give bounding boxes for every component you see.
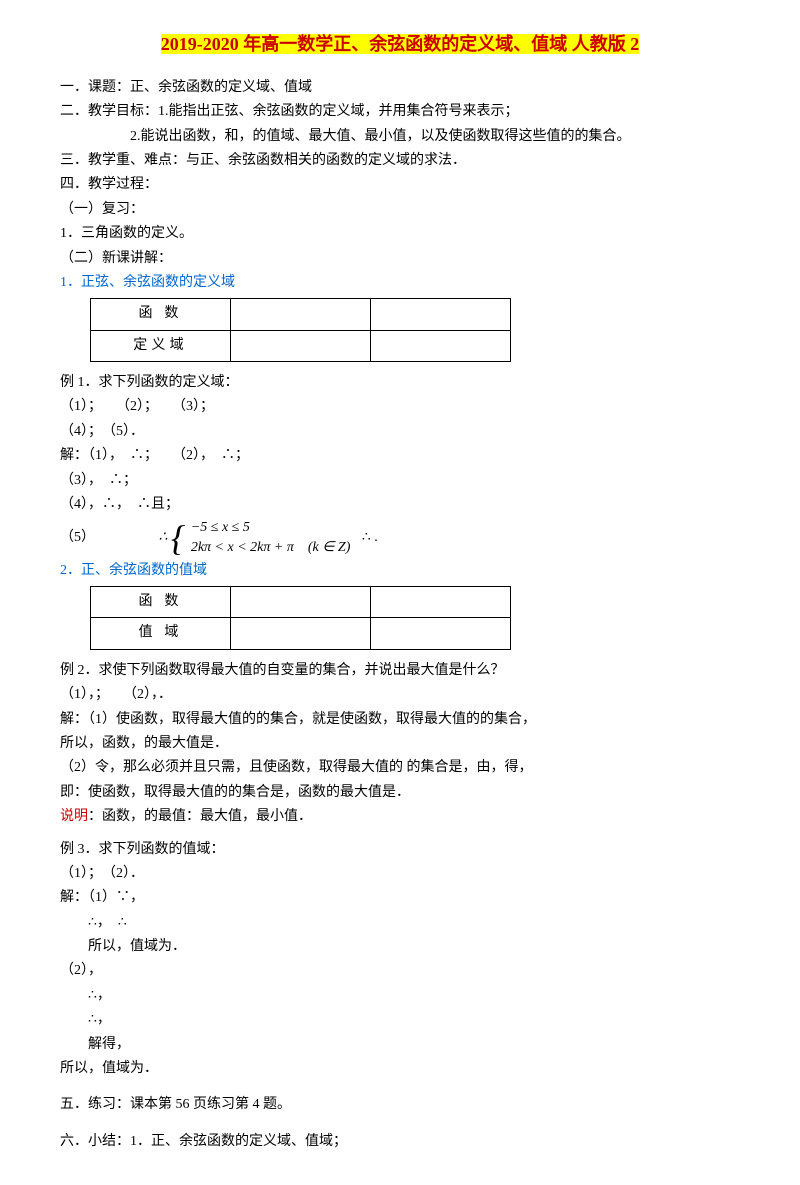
ex3-items: （1）； （2）． <box>60 863 740 885</box>
formula-line1: −5 ≤ x ≤ 5 <box>191 518 351 538</box>
section-4: 四．教学过程： <box>60 174 740 196</box>
table-cell <box>231 587 371 618</box>
table-cell <box>231 330 371 361</box>
heading-range: 2．正、余弦函数的值域 <box>60 560 740 582</box>
example-1: 例 1．求下列函数的定义域： <box>60 372 740 394</box>
note-label: 说明 <box>60 809 88 824</box>
page-title: 2019-2020 年高一数学正、余弦函数的定义域、值域 人教版 2 <box>60 30 740 59</box>
ex1-sol: 解：（1）， ∴； （2）， ∴； <box>60 445 740 467</box>
table-cell <box>371 618 511 649</box>
ex3-sol: 解得， <box>88 1034 740 1056</box>
ex1-sol5-end: ∴ . <box>362 530 378 545</box>
ex1-items: （1）； （2）； （3）； <box>60 396 740 418</box>
ex2-sol: 所以，函数，的最大值是． <box>60 733 740 755</box>
ex3-sol: （2）， <box>60 960 740 982</box>
section-2b: 2.能说出函数，和，的值域、最大值、最小值，以及使函数取得这些值的的集合。 <box>130 126 740 148</box>
table-range: 函 数 值 域 <box>90 586 511 650</box>
ex1-sol: （3）， ∴； <box>60 470 740 492</box>
ex3-sol: 所以，值域为． <box>60 1058 740 1080</box>
ex2-sol: 即：使函数，取得最大值的的集合是，函数的最大值是． <box>60 782 740 804</box>
formula-line2: 2kπ < x < 2kπ + π (k ∈ Z) <box>191 538 351 558</box>
ex2-sol: （2）令，那么必须并且只需，且使函数，取得最大值的 的集合是，由，得， <box>60 757 740 779</box>
review-item: 1．三角函数的定义。 <box>60 223 740 245</box>
section-2: 二．教学目标：1.能指出正弦、余弦函数的定义域，并用集合符号来表示； <box>60 101 740 123</box>
table-cell: 函 数 <box>91 299 231 330</box>
table-cell <box>371 299 511 330</box>
section-5: 五．练习：课本第 56 页练习第 4 题。 <box>60 1094 740 1116</box>
ex1-sol5-pre: （5） <box>60 530 95 545</box>
table-cell <box>371 330 511 361</box>
ex1-sol5: （5） ∴ { −5 ≤ x ≤ 5 2kπ < x < 2kπ + π (k … <box>60 518 740 557</box>
table-cell: 定义域 <box>91 330 231 361</box>
ex3-sol: 所以，值域为． <box>88 936 740 958</box>
table-domain: 函 数 定义域 <box>90 298 511 362</box>
section-1: 一．课题：正、余弦函数的定义域、值域 <box>60 77 740 99</box>
table-cell: 值 域 <box>91 618 231 649</box>
formula-block: ∴ { −5 ≤ x ≤ 5 2kπ < x < 2kπ + π (k ∈ Z) <box>159 530 354 545</box>
review-head: （一）复习： <box>60 199 740 221</box>
example-3: 例 3．求下列函数的值域： <box>60 839 740 861</box>
table-cell <box>231 299 371 330</box>
ex2-items: （1），； （2），． <box>60 684 740 706</box>
ex3-sol: 解：（1）∵， <box>60 887 740 909</box>
note-text: ：函数，的最值：最大值，最小值． <box>88 809 312 824</box>
ex1-sol: （4），∴， ∴且； <box>60 494 740 516</box>
section-3: 三．教学重、难点：与正、余弦函数相关的函数的定义域的求法． <box>60 150 740 172</box>
ex3-sol: ∴， ∴ <box>88 912 740 934</box>
title-highlight: 2019-2020 年高一数学正、余弦函数的定义域、值域 人教版 2 <box>161 34 640 54</box>
table-cell <box>231 618 371 649</box>
ex3-sol: ∴， <box>88 985 740 1007</box>
table-cell: 函 数 <box>91 587 231 618</box>
ex1-items: （4）； （5）． <box>60 421 740 443</box>
table-cell <box>371 587 511 618</box>
section-6: 六．小结：1．正、余弦函数的定义域、值域； <box>60 1131 740 1153</box>
new-head: （二）新课讲解： <box>60 248 740 270</box>
ex2-note: 说明：函数，的最值：最大值，最小值． <box>60 806 740 828</box>
heading-domain: 1．正弦、余弦函数的定义域 <box>60 272 740 294</box>
example-2: 例 2．求使下列函数取得最大值的自变量的集合，并说出最大值是什么？ <box>60 660 740 682</box>
ex2-sol: 解：（1）使函数，取得最大值的的集合，就是使函数，取得最大值的的集合， <box>60 709 740 731</box>
ex3-sol: ∴， <box>88 1009 740 1031</box>
